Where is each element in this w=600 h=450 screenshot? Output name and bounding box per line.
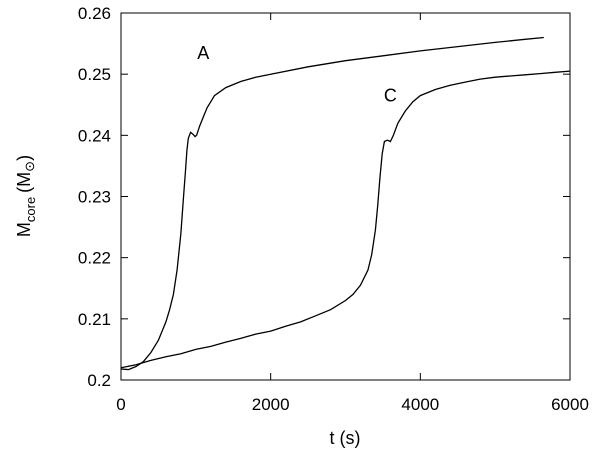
y-tick-label: 0.23 xyxy=(78,188,111,207)
y-axis-label-main: M xyxy=(14,222,34,237)
x-tick-label: 6000 xyxy=(551,395,589,414)
x-tick-label: 4000 xyxy=(401,395,439,414)
x-tick-label: 0 xyxy=(116,395,125,414)
series-layer: AC xyxy=(120,36,571,371)
y-axis-label: Mcore (M⊙) xyxy=(14,155,38,237)
y-tick-label: 0.22 xyxy=(78,249,111,268)
x-tick-label: 2000 xyxy=(252,395,290,414)
y-tick-label: 0.2 xyxy=(87,371,111,390)
y-axis-label-unit-open: (M xyxy=(14,172,34,193)
x-axis-ticks: 0 2000 4000 6000 xyxy=(116,13,589,414)
y-tick-label: 0.21 xyxy=(78,310,111,329)
x-axis-label: t (s) xyxy=(330,428,361,448)
series-line-a xyxy=(120,36,544,371)
y-tick-label: 0.24 xyxy=(78,126,111,145)
y-axis-label-unit-close: ) xyxy=(14,155,34,161)
series-line-c xyxy=(120,70,571,369)
y-tick-label: 0.25 xyxy=(78,65,111,84)
plot-frame xyxy=(120,12,571,381)
sun-symbol-icon: ⊙ xyxy=(22,161,37,172)
series-label-a: A xyxy=(197,43,209,63)
y-axis-label-subscript: core xyxy=(23,197,38,222)
y-tick-label: 0.26 xyxy=(78,4,111,23)
y-axis-ticks: 0.2 0.21 0.22 0.23 0.24 0.25 0.26 xyxy=(78,4,570,390)
series-label-c: C xyxy=(384,86,397,106)
